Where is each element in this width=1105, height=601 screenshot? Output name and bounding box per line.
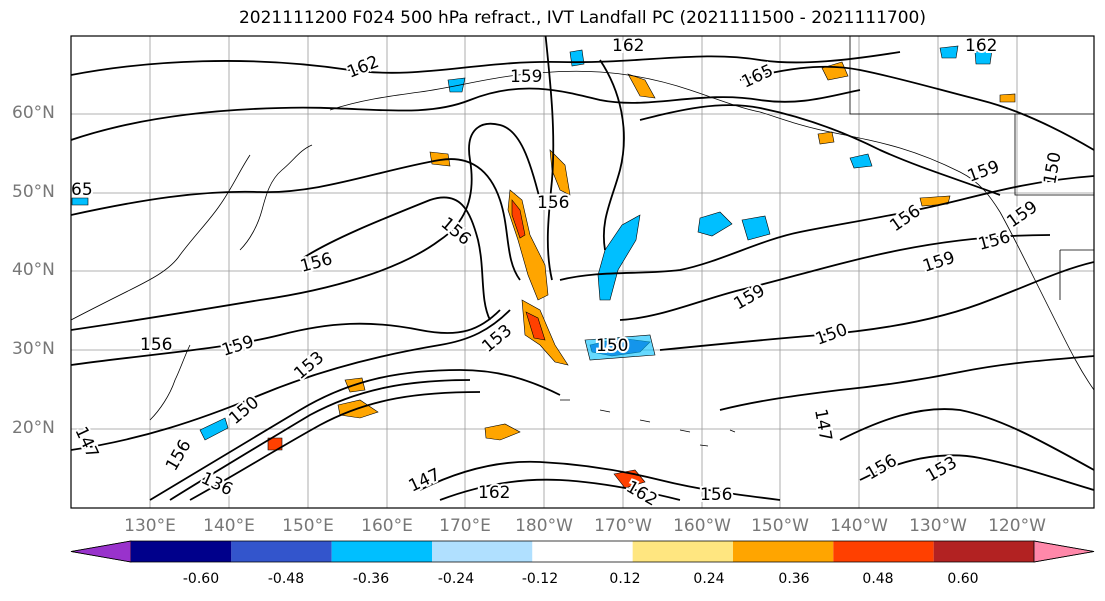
fill-negative-ne2 (741, 215, 771, 241)
colorbar-extend-high (1033, 540, 1095, 563)
contour-label: 162 (478, 483, 510, 503)
fill-negative-west (71, 197, 89, 206)
fill-negative-ne (697, 211, 733, 237)
colorbar (70, 540, 1095, 563)
coastlines (71, 36, 1094, 447)
colorbar-extend-low (70, 540, 132, 563)
colorbar-segment (331, 541, 432, 562)
anomaly-fills (71, 45, 1016, 489)
lon-label: 130°E (124, 516, 176, 536)
fill-negative-east (849, 153, 873, 169)
colorbar-tick-label: 0.48 (862, 571, 894, 587)
contour-label: 159 (510, 67, 542, 87)
fill-strong-central-north (511, 199, 526, 239)
colorbar-segment (632, 541, 733, 562)
fill-positive-mid (429, 151, 451, 167)
contour-label: 162 (612, 36, 644, 56)
lon-label: 140°E (203, 516, 255, 536)
colorbar-tick-label: -0.24 (437, 571, 475, 587)
lon-label: 180°W (515, 516, 573, 536)
colorbar-segment (432, 541, 533, 562)
lon-label: 170°W (594, 516, 652, 536)
colorbar-segment (733, 541, 834, 562)
fill-positive-north (627, 73, 656, 99)
fill-negative-north2 (447, 77, 466, 93)
contour-label: 150 (596, 336, 628, 356)
colorbar-tick-label: 0.36 (778, 571, 810, 587)
lat-label: 30°N (12, 339, 55, 359)
lat-label: 50°N (12, 182, 55, 202)
contour-label: 65 (71, 180, 93, 200)
colorbar-tick-label: 0.60 (947, 571, 979, 587)
colorbar-segment (933, 541, 1034, 562)
colorbar-tick-label: -0.48 (267, 571, 305, 587)
fill-negative-central (597, 214, 641, 301)
fill-strong-central (525, 311, 546, 341)
fill-positive-sw (267, 437, 283, 451)
lat-label: 40°N (12, 260, 55, 280)
lon-label: 120°W (988, 516, 1046, 536)
lon-label: 160°W (673, 516, 731, 536)
colorbar-tick-label: -0.36 (352, 571, 390, 587)
fill-positive-ne2 (817, 131, 835, 145)
colorbar-tick-label: 0.24 (693, 571, 725, 587)
lon-label: 140°W (830, 516, 888, 536)
fill-positive-alaska (999, 93, 1016, 103)
map-frame (70, 35, 1095, 509)
fill-negative-vortex-edge (584, 334, 656, 361)
contour-label: 156 (140, 335, 172, 355)
colorbar-tick-label: 0.12 (609, 571, 641, 587)
colorbar-tick-label: -0.60 (182, 571, 220, 587)
fill-negative-alaska (939, 45, 959, 59)
contour-label: 162 (965, 36, 997, 56)
fill-negative-sw (199, 417, 229, 441)
lat-label: 20°N (12, 418, 55, 438)
colorbar-tick-label: -0.12 (521, 571, 559, 587)
contour-label: 150 (1040, 150, 1065, 185)
lon-label: 150°W (751, 516, 809, 536)
colorbar-segment (231, 541, 332, 562)
lon-label: 170°E (439, 516, 491, 536)
fill-positive-upper (549, 149, 571, 196)
lat-label: 60°N (12, 103, 55, 123)
map-title: 2021111200 F024 500 hPa refract., IVT La… (238, 8, 926, 28)
colorbar-segment (532, 541, 633, 562)
fill-negative-alaska2 (974, 49, 993, 65)
colorbar-outline (70, 540, 1095, 563)
contour-label: 156 (537, 193, 569, 213)
colorbar-segment (833, 541, 934, 562)
fill-negative-north (569, 49, 585, 67)
height-contours (71, 36, 1094, 501)
lon-label: 130°W (909, 516, 967, 536)
colorbar-segment (131, 541, 232, 562)
contour-label: 156 (700, 485, 732, 505)
lon-label: 160°E (361, 516, 413, 536)
lon-label: 150°E (282, 516, 334, 536)
fill-positive-south (484, 423, 521, 441)
map-panel: 162 162 159 165 162 65 156 159 156 156 1… (71, 36, 1094, 508)
